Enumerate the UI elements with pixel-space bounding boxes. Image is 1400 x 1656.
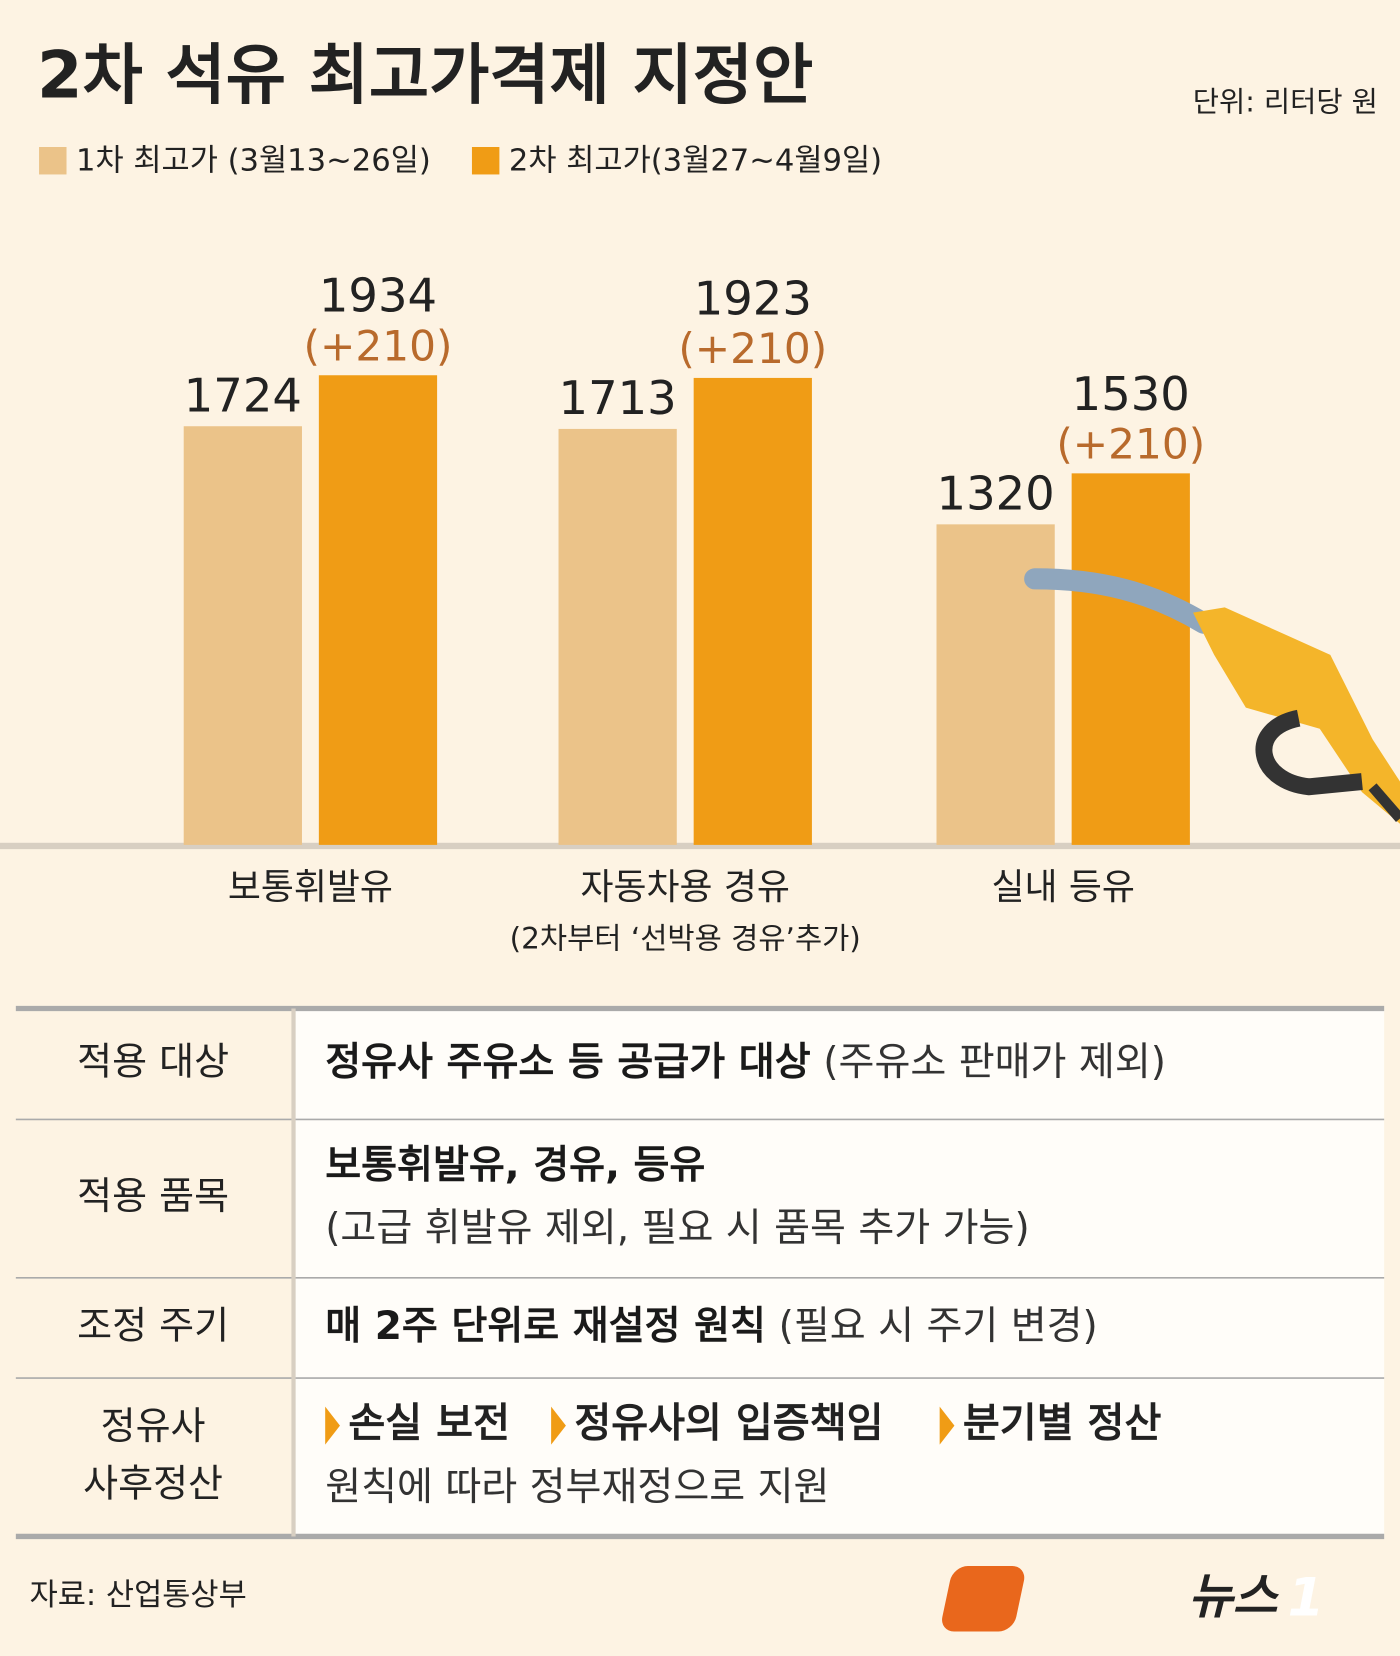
nozzle-trigger xyxy=(1255,709,1363,796)
logo-text: 뉴스 xyxy=(1188,1569,1280,1625)
row-content: (고급 휘발유 제외, 필요 시 품목 추가 가능) xyxy=(325,1206,1030,1251)
row-content: 보통휘발유, 경유, 등유 xyxy=(325,1142,705,1187)
baseline xyxy=(0,842,1400,850)
bar xyxy=(318,375,438,845)
change-label: (+210) xyxy=(304,321,453,370)
legend-swatch xyxy=(471,147,500,175)
value-label: 1713 xyxy=(559,371,677,425)
bullet-marker xyxy=(551,1406,566,1445)
x-tick-label: 자동차용 경유 xyxy=(581,867,790,908)
unit-label: 단위: 리터당 원 xyxy=(1193,86,1378,119)
chart-title: 2차 석유 최고가격제 지정안 xyxy=(37,37,813,113)
content-bold: 보통휘발유, 경유, 등유 xyxy=(325,1142,705,1187)
content-bold: 매 2주 단위로 재설정 원칙 xyxy=(325,1303,766,1348)
content-normal: 원칙에 따라 정부재정으로 지원 xyxy=(325,1464,829,1509)
x-tick-label: 보통휘발유 xyxy=(228,867,393,908)
bar xyxy=(1071,473,1190,845)
row-label: 사후정산 xyxy=(83,1461,223,1505)
x-tick-sublabel: (2차부터 ‘선박용 경유’추가) xyxy=(510,921,861,955)
row-label: 적용 대상 xyxy=(77,1039,229,1083)
row-label: 적용 품목 xyxy=(77,1174,229,1218)
row-label: 조정 주기 xyxy=(77,1303,229,1347)
value-label: 1724 xyxy=(184,368,302,422)
legend-label: 2차 최고가(3월27~4월9일) xyxy=(509,143,882,178)
value-label: 1934 xyxy=(319,269,437,323)
nozzle-spout xyxy=(1024,568,1215,634)
legend-label: 1차 최고가 (3월13~26일) xyxy=(76,143,431,178)
value-label: 1530 xyxy=(1072,367,1190,421)
bar xyxy=(693,377,812,845)
bullet-text: 정유사의 입증책임 xyxy=(574,1401,883,1447)
bullet-marker xyxy=(939,1406,955,1445)
x-tick-label: 실내 등유 xyxy=(991,867,1134,908)
hose xyxy=(1368,783,1400,822)
source: 자료: 산업통상부 xyxy=(30,1578,247,1613)
table-content-column xyxy=(293,1008,1385,1537)
legend-swatch xyxy=(39,147,67,175)
content-normal: (고급 휘발유 제외, 필요 시 품목 추가 가능) xyxy=(325,1206,1030,1251)
logo-mark: 1 xyxy=(1288,1567,1325,1628)
row-content: 원칙에 따라 정부재정으로 지원 xyxy=(325,1464,829,1509)
fuel-nozzle-illustration xyxy=(1024,568,1400,824)
bullet-text: 손실 보전 xyxy=(348,1401,510,1447)
row-content: 매 2주 단위로 재설정 원칙 (필요 시 주기 변경) xyxy=(325,1303,1098,1348)
change-label: (+210) xyxy=(678,324,827,373)
bullet-text: 분기별 정산 xyxy=(963,1401,1162,1447)
change-label: (+210) xyxy=(1056,419,1205,468)
bar xyxy=(183,426,302,845)
content-normal: (주유소 판매가 제외) xyxy=(823,1039,1166,1084)
row-content: 정유사 주유소 등 공급가 대상 (주유소 판매가 제외) xyxy=(325,1039,1166,1084)
table: 적용 대상 정유사 주유소 등 공급가 대상 (주유소 판매가 제외) 적용 품목 보통… xyxy=(15,1005,1385,1540)
value-label: 1320 xyxy=(937,466,1055,520)
content-bold: 정유사 주유소 등 공급가 대상 xyxy=(325,1039,811,1084)
bar xyxy=(558,428,677,845)
value-label: 1923 xyxy=(694,271,812,325)
bullet-marker xyxy=(325,1406,340,1445)
content-normal: (필요 시 주기 변경) xyxy=(779,1303,1098,1348)
logo-box xyxy=(942,1566,1025,1632)
row-label: 정유사 xyxy=(101,1404,206,1448)
